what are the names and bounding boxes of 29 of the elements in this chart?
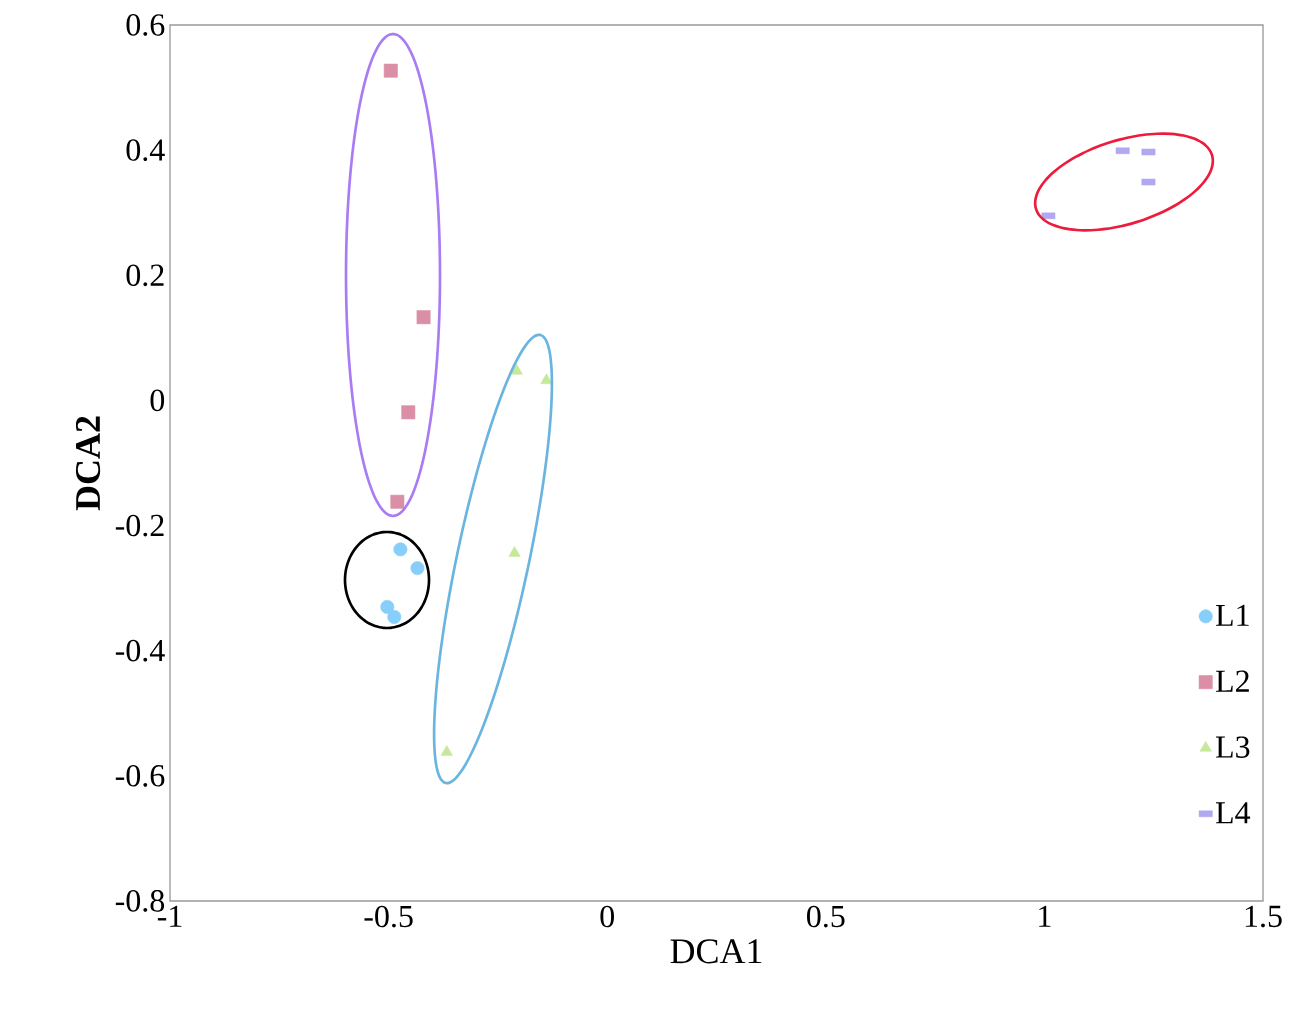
x-tick-label: 1.5: [1245, 905, 1282, 928]
y-tick-label: 0.6: [126, 14, 165, 36]
point: [390, 494, 405, 509]
legend-label: L4: [1215, 802, 1251, 824]
point: [393, 542, 408, 557]
point: [416, 310, 431, 325]
x-tick-label: 1: [1039, 905, 1051, 927]
point: [401, 405, 416, 420]
point: [510, 364, 523, 375]
point: [380, 599, 395, 614]
point: [440, 745, 453, 756]
y-tick-label: -0.2: [115, 514, 164, 537]
x-tick-label: 0: [600, 905, 614, 928]
point: [387, 609, 402, 624]
x-axis-title: DCA1: [670, 939, 762, 964]
x-tick-label: 0.5: [807, 905, 845, 928]
point: [410, 561, 425, 576]
y-tick-label: 0: [150, 389, 165, 412]
legend-label: L3: [1215, 736, 1250, 758]
x-tick-label: -0.5: [364, 905, 413, 928]
point: [508, 546, 521, 557]
y-tick-label: 0.4: [126, 139, 165, 162]
point: [383, 63, 398, 78]
y-axis-title: DCA2: [75, 416, 101, 511]
legend-label: L1: [1215, 604, 1249, 626]
legend-label: L2: [1215, 670, 1249, 692]
y-tick-label: 0.2: [126, 264, 164, 287]
y-tick-label: -0.6: [115, 764, 165, 787]
y-tick-label: -0.4: [115, 639, 165, 662]
